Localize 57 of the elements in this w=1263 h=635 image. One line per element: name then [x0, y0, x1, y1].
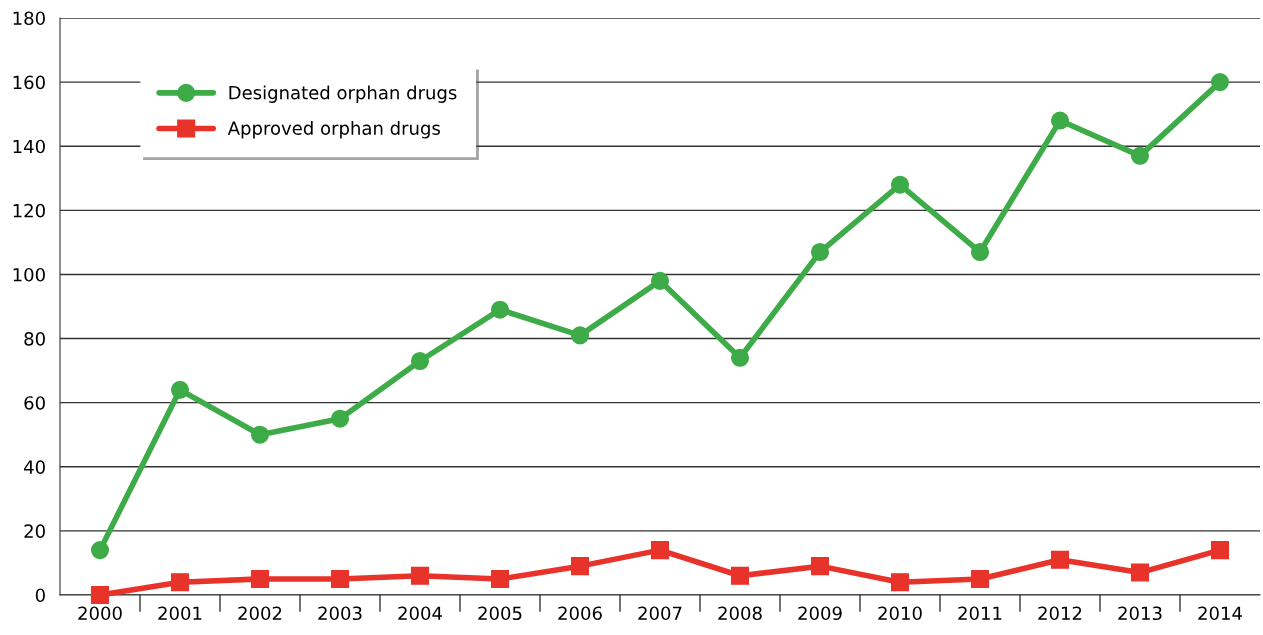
x-tick-label: 2000 [78, 606, 122, 621]
point [890, 573, 910, 592]
x-tick-label: 2002 [238, 606, 282, 621]
x-tick-label: 2005 [478, 606, 522, 621]
x-tick-label: 2010 [878, 606, 922, 621]
point [330, 409, 350, 428]
x-tick-label: 2008 [718, 606, 762, 621]
point [90, 585, 110, 605]
x-tick-label: 2014 [1198, 606, 1242, 621]
point [1050, 111, 1070, 130]
legend-label: Designated orphan drugs [229, 85, 457, 103]
legend-label: Approved orphan drugs [227, 121, 440, 139]
y-tick-label: 60 [24, 396, 45, 410]
point [810, 557, 830, 576]
y-tick-label: 100 [13, 267, 45, 282]
y-tick-label: 140 [13, 139, 45, 154]
point [810, 242, 830, 262]
point [490, 569, 510, 589]
x-tick-label: 2001 [158, 606, 202, 621]
x-tick-label: 2007 [638, 606, 682, 621]
y-tick-label: 120 [13, 203, 45, 218]
y-tick-label: 20 [24, 524, 45, 539]
x-tick-label: 2003 [318, 606, 362, 621]
x-tick-label: 2011 [958, 606, 1002, 621]
point [1130, 563, 1150, 582]
point [650, 541, 670, 560]
point [730, 566, 750, 585]
point [170, 573, 190, 592]
y-tick-label: 160 [13, 75, 45, 90]
y-tick-label: 40 [24, 460, 45, 474]
point [970, 569, 990, 589]
y-tick-label: 180 [13, 11, 45, 26]
point [570, 557, 590, 576]
point [250, 569, 270, 589]
y-tick-label: 80 [24, 332, 45, 346]
y-tick-label: 0 [35, 588, 45, 603]
point [1210, 541, 1230, 560]
point [90, 541, 110, 560]
point [250, 425, 270, 444]
point [410, 566, 430, 585]
point [330, 569, 350, 589]
point [970, 242, 990, 262]
point [1050, 550, 1070, 569]
point [650, 271, 670, 290]
x-tick-label: 2006 [558, 606, 602, 621]
x-tick-label: 2009 [798, 606, 842, 621]
point [890, 175, 910, 194]
point [730, 348, 750, 367]
point [1210, 73, 1230, 92]
point [410, 351, 430, 371]
point [1130, 146, 1150, 165]
point [170, 380, 190, 399]
point [570, 326, 590, 345]
x-tick-label: 2013 [1118, 606, 1162, 621]
x-tick-label: 2012 [1038, 606, 1082, 621]
point [490, 300, 510, 319]
x-tick-label: 2004 [398, 606, 442, 621]
